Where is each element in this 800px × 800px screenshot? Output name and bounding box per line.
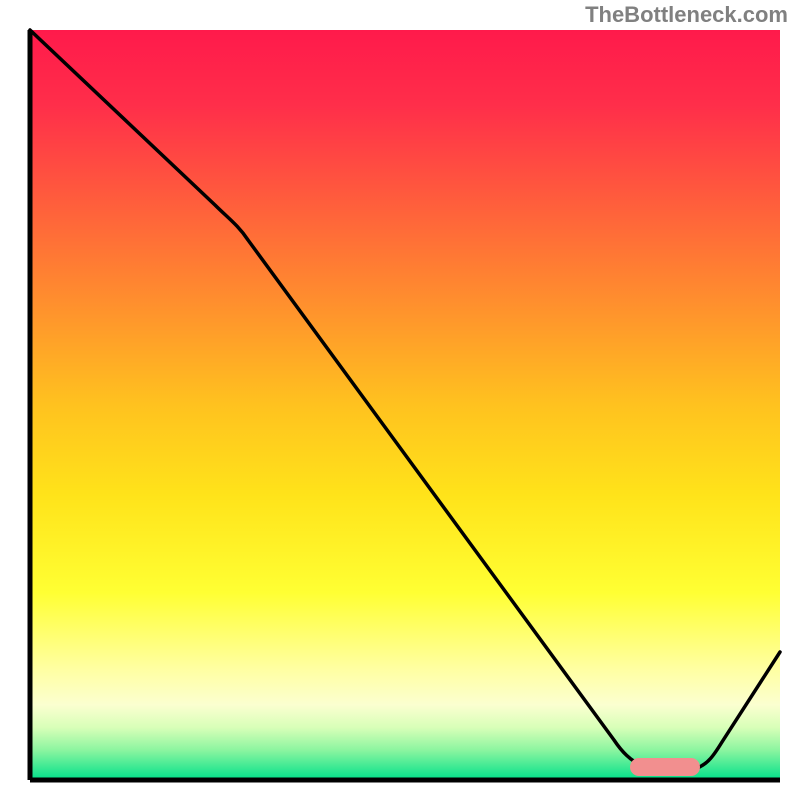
optimal-marker bbox=[630, 758, 700, 776]
watermark-text: TheBottleneck.com bbox=[585, 2, 788, 28]
chart-container: TheBottleneck.com bbox=[0, 0, 800, 800]
gradient-background bbox=[30, 30, 780, 780]
chart-svg bbox=[0, 0, 800, 800]
